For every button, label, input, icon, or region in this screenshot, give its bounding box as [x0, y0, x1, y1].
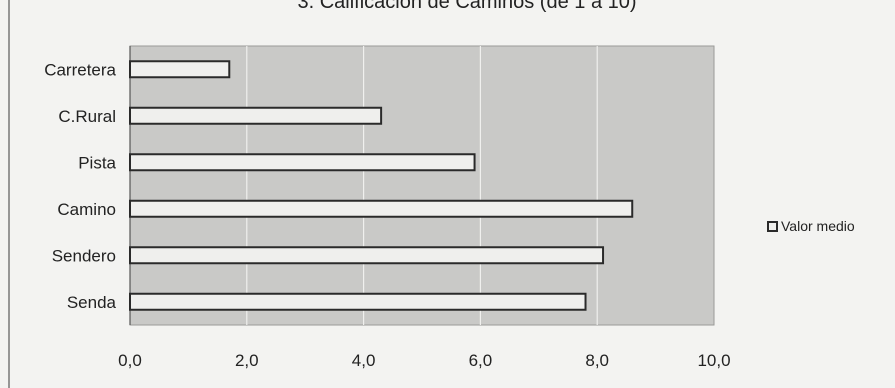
category-label: Carretera	[44, 60, 116, 79]
plot-area: Carretera C.Rural Pista Camino Sendero Senda 0…	[44, 45, 731, 370]
category-label: Senda	[67, 293, 117, 312]
plot-background	[129, 45, 715, 326]
category-label: Camino	[57, 200, 116, 219]
category-label: C.Rural	[58, 107, 116, 126]
x-tick-label: 6,0	[469, 351, 493, 370]
category-label: Pista	[78, 153, 116, 172]
legend-label: Valor medio	[781, 218, 855, 234]
x-tick-label: 10,0	[697, 351, 730, 370]
category-label: Sendero	[52, 246, 116, 265]
bar	[129, 292, 587, 311]
bar	[129, 246, 605, 265]
x-tick-label: 2,0	[235, 351, 259, 370]
legend: Valor medio	[767, 218, 855, 234]
bar	[129, 199, 634, 218]
legend-swatch	[767, 221, 778, 232]
bar	[129, 153, 476, 172]
x-tick-label: 4,0	[352, 351, 376, 370]
x-tick-label: 8,0	[585, 351, 609, 370]
bar	[129, 106, 383, 125]
x-tick-label: 0,0	[118, 351, 142, 370]
bar	[129, 60, 231, 79]
chart-title: 3. Calificación de Caminos (de 1 a 10)	[297, 0, 636, 13]
